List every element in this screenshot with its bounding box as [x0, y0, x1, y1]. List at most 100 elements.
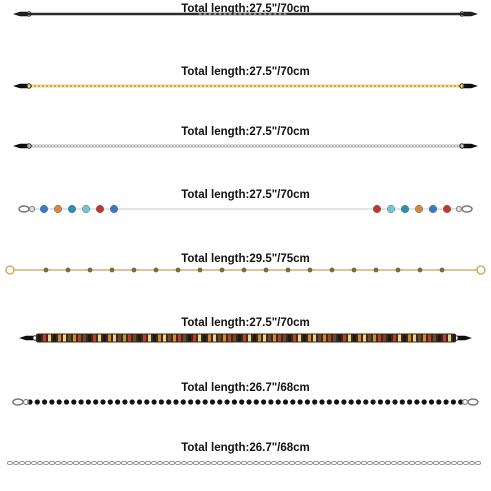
chain-link — [186, 460, 194, 466]
chain-link — [203, 12, 207, 16]
bead — [224, 399, 230, 405]
chain-link — [238, 12, 242, 16]
bead — [153, 267, 159, 273]
strap-pattern — [243, 334, 246, 342]
chain-link — [162, 460, 170, 466]
chain-link — [330, 460, 338, 466]
chain-link — [260, 84, 262, 88]
chain-link — [96, 84, 98, 88]
bead — [197, 267, 203, 273]
chain-link — [223, 12, 227, 16]
bead — [107, 399, 113, 405]
chain-link — [428, 84, 430, 88]
chain-link — [96, 460, 104, 466]
chain-link — [243, 12, 247, 16]
bead — [290, 399, 296, 405]
chain-link — [448, 84, 450, 88]
chain-link — [264, 84, 266, 88]
strap-pattern — [38, 334, 41, 342]
chain-link — [300, 460, 308, 466]
chain-link — [332, 84, 334, 88]
chain-link — [108, 84, 110, 88]
bead — [219, 267, 225, 273]
ear-grip-icon — [13, 83, 32, 89]
chain-link — [168, 460, 176, 466]
chain-link — [60, 460, 68, 466]
end-ring — [476, 265, 486, 275]
strap-pattern — [98, 334, 101, 342]
strap-pattern — [118, 334, 121, 342]
chain-link — [188, 84, 190, 88]
chain-link — [52, 84, 54, 88]
chain-link — [400, 84, 402, 88]
strap-pattern — [363, 334, 366, 342]
chain-link — [208, 84, 210, 88]
chain-link — [272, 84, 274, 88]
strap-pattern — [358, 334, 361, 342]
chain-row: Total length:29.5"/75cm — [0, 243, 491, 301]
chain-link — [390, 460, 398, 466]
chain-link — [360, 84, 362, 88]
bead — [395, 267, 401, 273]
chain-link — [168, 84, 170, 88]
chain-link — [366, 460, 374, 466]
bead — [373, 205, 382, 214]
strap-pattern — [148, 334, 151, 342]
chain-link — [364, 84, 366, 88]
chain-link — [42, 460, 50, 466]
bead — [304, 399, 310, 405]
chain-link — [264, 460, 272, 466]
ear-grip-icon — [19, 335, 38, 341]
bead — [217, 399, 223, 405]
bead — [261, 399, 267, 405]
chain-link — [72, 84, 74, 88]
chain-link — [6, 460, 14, 466]
chain-link — [144, 84, 146, 88]
chain-link — [240, 84, 242, 88]
chain-row: Total length:27.5"/70cm — [0, 180, 491, 238]
chain-link — [196, 84, 198, 88]
bead — [282, 399, 289, 405]
bead — [348, 399, 354, 405]
strap-pattern — [378, 334, 381, 342]
bead — [443, 399, 449, 405]
chain-link — [18, 460, 26, 466]
chain-link — [36, 460, 44, 466]
chain-link — [420, 460, 428, 466]
chain-row: Total length:27.5"/70cm — [0, 0, 491, 58]
chain-link — [438, 460, 446, 466]
bead — [341, 399, 347, 405]
chain-link — [228, 12, 232, 16]
bead — [428, 399, 435, 405]
chain-link — [24, 460, 32, 466]
strap-pattern — [368, 334, 371, 342]
bead — [43, 267, 49, 273]
strap-pattern — [53, 334, 56, 342]
chain-link — [354, 460, 362, 466]
bead — [109, 205, 118, 214]
end-ring — [5, 265, 15, 275]
chain-image — [13, 83, 478, 89]
chain-link — [132, 84, 134, 88]
chain-link — [342, 460, 350, 466]
bead — [241, 267, 247, 273]
strap-pattern — [198, 334, 201, 342]
strap-pattern — [318, 334, 321, 342]
chain-link — [150, 460, 158, 466]
bead — [195, 399, 201, 405]
strap-pattern — [248, 334, 251, 342]
chain-link — [114, 460, 122, 466]
bead — [329, 267, 335, 273]
strap-pattern — [43, 334, 46, 342]
chain-link — [300, 84, 302, 88]
bead — [87, 267, 93, 273]
chain-link — [36, 84, 38, 88]
bead — [275, 399, 281, 405]
bead — [67, 205, 76, 214]
chain-length-label: Total length:27.5"/70cm — [181, 3, 310, 15]
chain-link — [248, 12, 252, 16]
bead — [458, 399, 464, 405]
chain-link — [90, 460, 98, 466]
bead — [56, 399, 62, 405]
chain-image — [6, 460, 482, 466]
